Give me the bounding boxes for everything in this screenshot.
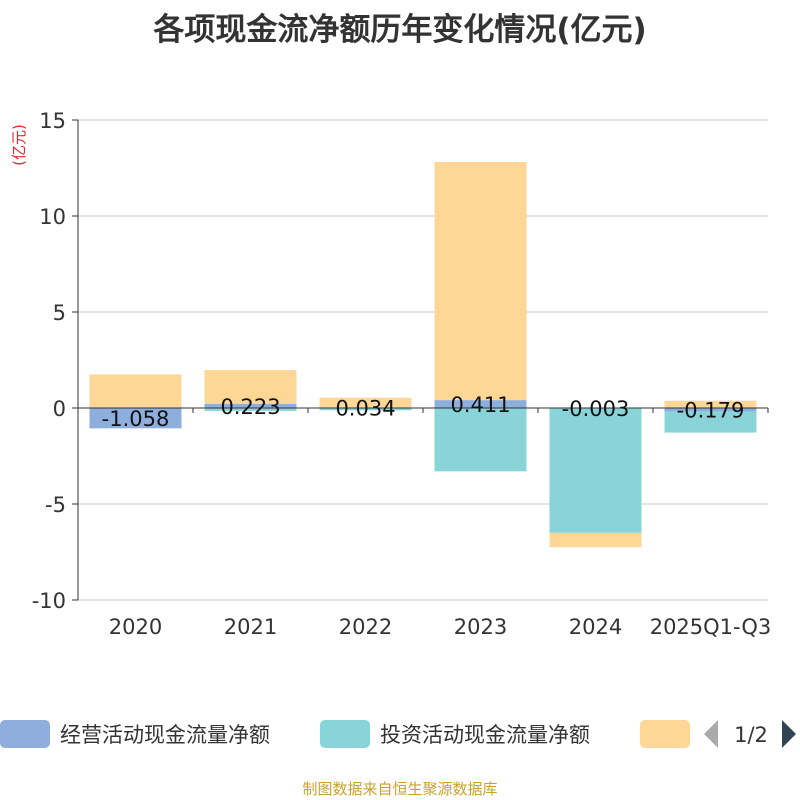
data-label-operating: 0.223 [220, 395, 280, 419]
y-axis-unit-label: (亿元) [10, 124, 28, 166]
data-label-operating: -1.058 [102, 407, 170, 431]
legend-prev-arrow-icon[interactable] [704, 720, 718, 748]
legend[interactable]: 经营活动现金流量净额 投资活动现金流量净额 1/2 [0, 720, 796, 748]
legend-swatch-investing [320, 720, 370, 748]
y-tick-label: 10 [39, 205, 66, 229]
bar-series [89, 162, 757, 548]
legend-swatch-financing [640, 720, 690, 748]
x-tick-label: 2020 [109, 615, 162, 639]
legend-next-arrow-icon[interactable] [782, 720, 796, 748]
axes: 15 10 5 0 -5 -10 (亿元) 2020 2021 2022 2023 2024 2025Q… [10, 109, 771, 639]
x-tick-label: 2021 [224, 615, 277, 639]
legend-page-indicator: 1/2 [734, 723, 768, 747]
data-label-operating: -0.179 [677, 399, 745, 423]
bar-operating [204, 403, 297, 408]
legend-label-operating: 经营活动现金流量净额 [60, 723, 270, 747]
bar-investing [204, 408, 297, 411]
chart-title: 各项现金流净额历年变化情况(亿元) [153, 12, 647, 48]
bar-financing [204, 370, 297, 404]
y-tick-label: 15 [39, 109, 66, 133]
x-tick-label: 2022 [339, 615, 392, 639]
x-tick-label: 2025Q1-Q3 [650, 615, 772, 639]
y-tick-label: 0 [53, 397, 66, 421]
bar-operating [89, 408, 182, 429]
data-label-operating: 0.034 [335, 397, 395, 421]
bar-operating [664, 408, 757, 412]
bar-investing [549, 408, 642, 533]
bar-financing [319, 397, 412, 408]
x-tick-label: 2023 [454, 615, 507, 639]
bar-operating [434, 400, 527, 408]
data-labels: -1.058 0.223 0.034 0.411 -0.003 -0.179 [102, 393, 745, 431]
bar-financing [664, 400, 757, 408]
legend-label-investing: 投资活动现金流量净额 [380, 723, 590, 747]
data-source-note: 制图数据来自恒生聚源数据库 [302, 780, 498, 798]
y-tick-label: -10 [32, 589, 66, 613]
data-label-operating: -0.003 [562, 397, 630, 421]
grid-lines [78, 119, 768, 601]
bar-financing [89, 374, 182, 408]
bar-investing [664, 411, 757, 433]
legend-swatch-operating [0, 720, 50, 748]
data-label-operating: 0.411 [450, 393, 510, 417]
y-tick-label: 5 [53, 301, 66, 325]
y-tick-label: -5 [45, 493, 66, 517]
bar-financing [549, 532, 642, 548]
bar-investing [319, 408, 412, 411]
bar-investing [434, 408, 527, 472]
bar-financing [434, 162, 527, 401]
x-tick-label: 2024 [569, 615, 622, 639]
